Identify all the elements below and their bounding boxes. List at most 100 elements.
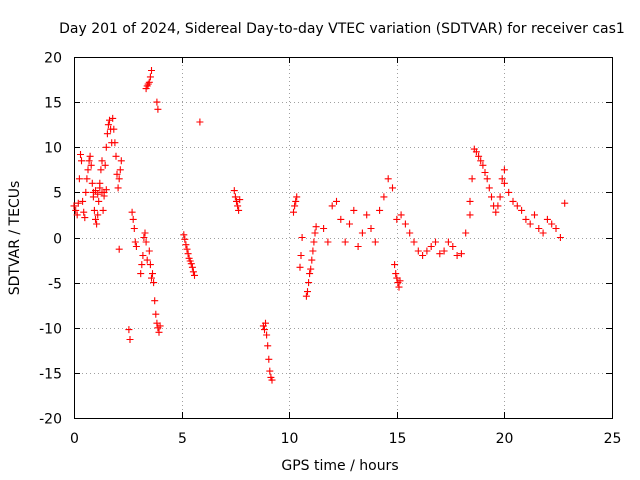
data-point [70, 202, 78, 210]
data-point [101, 161, 109, 169]
data-point [86, 152, 94, 160]
y-tick-label: 0 [53, 232, 62, 248]
data-point [485, 184, 493, 192]
data-point [371, 238, 379, 246]
data-point [291, 202, 299, 210]
data-point [477, 157, 485, 165]
data-point [182, 241, 190, 249]
data-point [103, 130, 111, 138]
data-point [73, 211, 81, 219]
data-point [189, 268, 197, 276]
data-point [449, 243, 457, 250]
data-point [262, 319, 269, 327]
data-point [333, 197, 340, 205]
data-point [535, 225, 543, 232]
data-point [150, 279, 158, 287]
data-point [85, 157, 93, 165]
data-point [187, 260, 195, 268]
data-point [145, 247, 153, 255]
data-point [376, 206, 384, 214]
data-point [475, 152, 483, 160]
data-point [231, 193, 239, 201]
data-point [93, 220, 101, 228]
data-point [494, 202, 502, 210]
data-point [109, 114, 117, 122]
data-point [130, 225, 138, 232]
data-point [396, 277, 404, 285]
data-point [145, 78, 153, 86]
data-point [328, 202, 336, 210]
data-point [115, 245, 123, 253]
data-point [72, 206, 80, 214]
data-point [468, 175, 476, 183]
data-point [96, 184, 104, 192]
data-point [98, 188, 106, 196]
data-point [90, 206, 98, 214]
y-tick-label: 15 [44, 96, 62, 112]
data-point [304, 288, 311, 296]
data-point [152, 310, 160, 318]
x-tick-label: 20 [496, 431, 514, 447]
data-point [142, 238, 150, 246]
data-point [155, 328, 163, 336]
data-point [102, 143, 110, 151]
data-point [358, 229, 366, 237]
data-point [341, 238, 349, 246]
data-point [522, 215, 530, 223]
data-point [94, 190, 102, 198]
data-point [363, 211, 371, 219]
data-point [148, 67, 155, 74]
data-point [196, 118, 204, 126]
data-point [149, 270, 156, 278]
data-point [309, 247, 317, 255]
x-tick-label: 5 [178, 431, 187, 447]
data-point [389, 184, 396, 192]
data-point [111, 139, 119, 147]
data-point [266, 367, 274, 375]
data-point [117, 157, 125, 165]
data-point [481, 169, 489, 176]
data-point [87, 161, 95, 169]
data-point [320, 225, 328, 232]
x-tick-label: 25 [604, 431, 622, 447]
data-point [92, 215, 99, 223]
data-point [509, 197, 517, 205]
data-point [78, 157, 85, 165]
data-point [125, 326, 133, 334]
data-point [298, 234, 306, 241]
data-point [498, 175, 506, 183]
data-point [406, 229, 414, 237]
data-point [235, 206, 243, 214]
data-point [346, 220, 353, 228]
data-point [543, 215, 551, 223]
y-tick-label: -5 [48, 277, 62, 293]
data-point [312, 223, 320, 231]
data-point [97, 166, 105, 174]
data-point [137, 270, 145, 278]
data-point [310, 238, 318, 246]
data-point [139, 252, 147, 259]
data-point [88, 179, 96, 187]
data-point [154, 105, 162, 113]
data-point [324, 238, 332, 246]
data-point [432, 238, 439, 246]
data-point [488, 193, 495, 201]
data-point [552, 225, 560, 232]
data-point [151, 297, 159, 305]
data-point [308, 256, 316, 264]
y-tick-label: -20 [39, 412, 62, 428]
data-point [83, 175, 91, 183]
data-point [500, 166, 508, 174]
data-point [191, 271, 198, 279]
data-point [561, 199, 569, 207]
data-point [302, 292, 310, 300]
data-point [140, 234, 148, 241]
data-point [367, 225, 375, 232]
y-tick-label: -10 [39, 322, 62, 338]
data-point [392, 270, 400, 278]
data-points [70, 67, 569, 384]
data-point [184, 250, 192, 258]
data-point [98, 157, 106, 165]
data-point [129, 215, 137, 223]
x-tick-label: 0 [70, 431, 79, 447]
